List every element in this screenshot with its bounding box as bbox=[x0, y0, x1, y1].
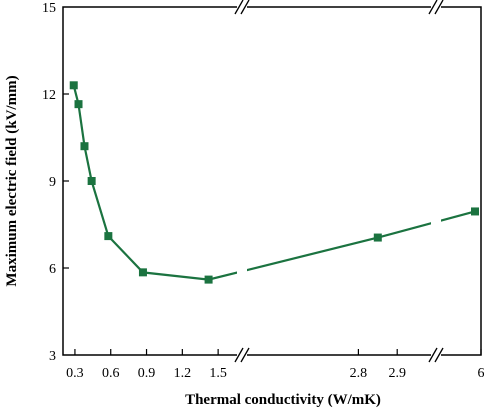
axis-break-gap bbox=[237, 4, 247, 10]
y-tick-label: 9 bbox=[49, 175, 56, 190]
data-point bbox=[69, 81, 78, 90]
x-tick-label: 1.5 bbox=[209, 366, 227, 381]
y-axis-title: Maximum electric field (kV/mm) bbox=[4, 75, 20, 286]
axis-break-mark bbox=[428, 347, 438, 363]
data-point bbox=[471, 207, 479, 216]
axis-break-gap bbox=[237, 352, 247, 358]
axis-break-mark bbox=[428, 0, 438, 15]
axis-break-mark bbox=[234, 347, 244, 363]
data-point bbox=[138, 268, 147, 277]
axis-break-mark bbox=[234, 0, 244, 15]
axis-break-gap bbox=[431, 352, 441, 358]
x-tick-label: 0.6 bbox=[102, 366, 120, 381]
x-tick-label: 1.2 bbox=[174, 366, 192, 381]
x-axis-title: Thermal conductivity (W/mK) bbox=[185, 392, 381, 408]
data-point bbox=[74, 100, 83, 109]
x-tick-label: 2.8 bbox=[350, 366, 368, 381]
line-break-gap bbox=[431, 17, 441, 345]
y-tick-label: 12 bbox=[42, 88, 56, 103]
data-point bbox=[80, 142, 89, 151]
data-point bbox=[87, 177, 96, 185]
ticks: 3 6 9 12 15 0.3 0.6 0.9 1.2 1.5 2.8 2.9 6 bbox=[42, 1, 484, 381]
x-tick-label: 0.9 bbox=[138, 366, 156, 381]
axis-break-gap bbox=[431, 4, 441, 10]
series-layer bbox=[69, 17, 479, 345]
y-tick-label: 15 bbox=[42, 1, 56, 16]
data-point bbox=[104, 232, 113, 241]
plot-frame bbox=[62, 6, 482, 356]
axis-break-mark bbox=[434, 0, 444, 15]
y-tick-label: 6 bbox=[49, 262, 56, 277]
line-break-gap bbox=[237, 17, 247, 345]
series-line bbox=[72, 85, 476, 281]
axis-breaks bbox=[234, 0, 444, 363]
axis-break-mark bbox=[240, 0, 250, 15]
x-tick-label: 0.3 bbox=[66, 366, 84, 381]
data-point bbox=[204, 275, 213, 284]
x-tick-label: 2.9 bbox=[388, 366, 406, 381]
axis-break-mark bbox=[240, 347, 250, 363]
x-tick-label: 6 bbox=[478, 366, 484, 381]
data-point bbox=[373, 233, 382, 242]
y-tick-label: 3 bbox=[49, 349, 56, 364]
axis-break-mark bbox=[434, 347, 444, 363]
